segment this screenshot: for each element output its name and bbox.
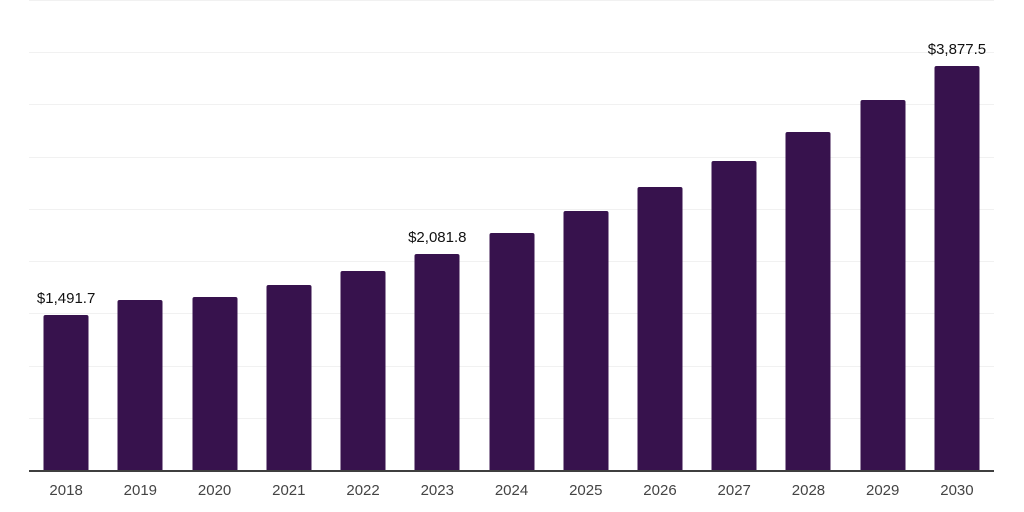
bars-container: $1,491.7 $2,081.8 $3,877.5 <box>29 1 994 471</box>
x-tick-label-2027: 2027 <box>717 482 751 499</box>
value-label-2018: $1,491.7 <box>36 290 96 308</box>
gridline-4000 <box>29 52 994 54</box>
x-tick-label-2026: 2026 <box>643 482 677 499</box>
bar-band-2022 <box>326 1 400 471</box>
x-tick-label-2024: 2024 <box>494 482 529 499</box>
bar-band-2023: $2,081.8 <box>400 1 474 471</box>
x-tick-label-2022: 2022 <box>346 482 380 499</box>
bar-2021 <box>266 285 312 471</box>
bar-2023 <box>414 253 460 471</box>
value-label-2030: $3,877.5 <box>927 41 987 59</box>
bar-2030 <box>934 66 980 471</box>
x-axis-tick-labels: 2018 2019 2020 2021 2022 2023 2024 2025 2026 2027… <box>29 481 994 501</box>
gridline-3000 <box>29 156 994 158</box>
bar-band-2029 <box>846 1 920 471</box>
x-tick-label-2030: 2030 <box>940 482 974 499</box>
bar-band-2018: $1,491.7 <box>29 1 103 471</box>
value-label-2023: $2,081.8 <box>408 228 467 246</box>
bar-band-2019 <box>103 1 177 471</box>
bar-2028 <box>785 132 831 471</box>
x-tick-label-2020: 2020 <box>197 482 232 499</box>
x-tick-label-2019: 2019 <box>123 482 158 499</box>
bar-2029 <box>860 100 906 471</box>
bar-band-2030: $3,877.5 <box>920 1 994 471</box>
bar-2022 <box>340 271 386 471</box>
bar-band-2026 <box>623 1 697 471</box>
bar-band-2024 <box>474 1 548 471</box>
bar-band-2020 <box>177 1 251 471</box>
bar-2026 <box>637 186 683 471</box>
x-tick-label-2023: 2023 <box>420 482 454 499</box>
bar-2024 <box>489 232 535 471</box>
gridline-3500 <box>29 104 994 106</box>
gridline-2500 <box>29 208 994 210</box>
x-tick-label-2018: 2018 <box>49 482 83 499</box>
x-tick-label-2029: 2029 <box>866 482 900 499</box>
bar-band-2028 <box>771 1 845 471</box>
x-tick-label-2025: 2025 <box>569 482 603 499</box>
bar-2019 <box>117 300 163 471</box>
x-tick-label-2028: 2028 <box>791 482 826 499</box>
bar-2020 <box>192 296 238 471</box>
plot-area: $1,491.7 $2,081.8 $3,877.5 <box>29 0 994 472</box>
bar-band-2027 <box>697 1 771 471</box>
bar-2025 <box>563 211 609 471</box>
bar-2018 <box>43 315 89 471</box>
bar-2027 <box>711 160 757 471</box>
bar-band-2025 <box>549 1 623 471</box>
x-axis-line <box>29 470 994 472</box>
x-tick-label-2021: 2021 <box>272 482 306 499</box>
bar-band-2021 <box>252 1 326 471</box>
gridline-4500 <box>29 0 994 1</box>
